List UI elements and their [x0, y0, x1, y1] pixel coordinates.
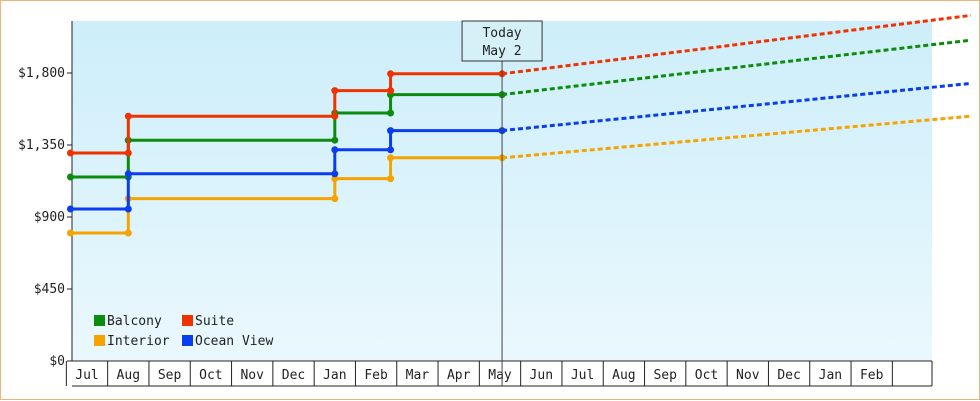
x-month-label: Jan	[323, 368, 346, 383]
today-box	[461, 20, 543, 62]
y-tick-label: $900	[34, 210, 65, 225]
x-month-label: Aug	[612, 368, 635, 383]
series-point[interactable]	[66, 205, 74, 213]
series-point[interactable]	[331, 146, 339, 154]
x-month-label: Jul	[571, 368, 594, 383]
series-ocean-view	[66, 81, 971, 213]
series-point[interactable]	[124, 170, 132, 178]
series-point[interactable]	[331, 175, 339, 183]
today-date: May 2	[482, 44, 521, 59]
series-forecast-line	[501, 114, 971, 160]
series-point[interactable]	[124, 112, 132, 120]
series-suite	[66, 13, 972, 157]
legend-item[interactable]: Ocean View	[182, 334, 273, 349]
series-point[interactable]	[66, 173, 74, 181]
series-forecast-line	[501, 81, 971, 133]
legend-label: Ocean View	[195, 334, 273, 349]
legend-swatch	[182, 315, 193, 326]
series-point[interactable]	[66, 229, 74, 237]
y-tick-label: $1,350	[18, 138, 65, 153]
legend-label: Interior	[107, 334, 170, 349]
x-month-label: Jan	[819, 368, 842, 383]
series-point[interactable]	[124, 229, 132, 237]
series-point[interactable]	[331, 112, 339, 120]
y-tick-label: $450	[34, 282, 65, 297]
series-point[interactable]	[387, 175, 395, 183]
legend-label: Balcony	[107, 314, 162, 329]
series-point[interactable]	[124, 149, 132, 157]
series-forecast-line	[501, 13, 972, 76]
series-point[interactable]	[387, 146, 395, 154]
x-month-label: Oct	[695, 368, 718, 383]
legend-swatch	[182, 335, 193, 346]
series-point[interactable]	[331, 87, 339, 95]
x-month-label: Mar	[406, 368, 430, 383]
y-tick-label: $0	[49, 354, 65, 369]
series-point[interactable]	[331, 195, 339, 203]
today-label: Today	[482, 26, 521, 41]
x-month-label: Jun	[530, 368, 553, 383]
x-month-label: May	[488, 368, 512, 383]
y-tick-label: $1,800	[18, 66, 65, 81]
legend-swatch	[94, 315, 105, 326]
x-month-label: Aug	[117, 368, 140, 383]
legend-item[interactable]: Balcony	[94, 314, 162, 329]
x-month-label: Dec	[777, 368, 800, 383]
series-forecast-line	[501, 38, 971, 97]
series-point[interactable]	[331, 136, 339, 144]
series-point[interactable]	[387, 87, 395, 95]
x-month-label: Feb	[860, 368, 884, 383]
legend-swatch	[94, 335, 105, 346]
x-month-label: Feb	[364, 368, 388, 383]
x-month-label: Sep	[653, 368, 677, 383]
series-point[interactable]	[66, 149, 74, 157]
legend-item[interactable]: Suite	[182, 314, 234, 329]
x-month-label: Nov	[736, 368, 760, 383]
series-point[interactable]	[387, 109, 395, 117]
x-month-label: Jul	[75, 368, 98, 383]
x-month-label: Nov	[240, 368, 264, 383]
legend-label: Suite	[195, 314, 234, 329]
legend-item[interactable]: Interior	[94, 334, 170, 349]
x-month-label: Oct	[199, 368, 222, 383]
series-point[interactable]	[331, 170, 339, 178]
x-month-label: Sep	[158, 368, 182, 383]
series-point[interactable]	[387, 154, 395, 162]
x-month-label: Dec	[282, 368, 305, 383]
series-point[interactable]	[124, 205, 132, 213]
series-point[interactable]	[387, 70, 395, 78]
x-month-label: Apr	[447, 368, 471, 383]
series-point[interactable]	[387, 127, 395, 135]
